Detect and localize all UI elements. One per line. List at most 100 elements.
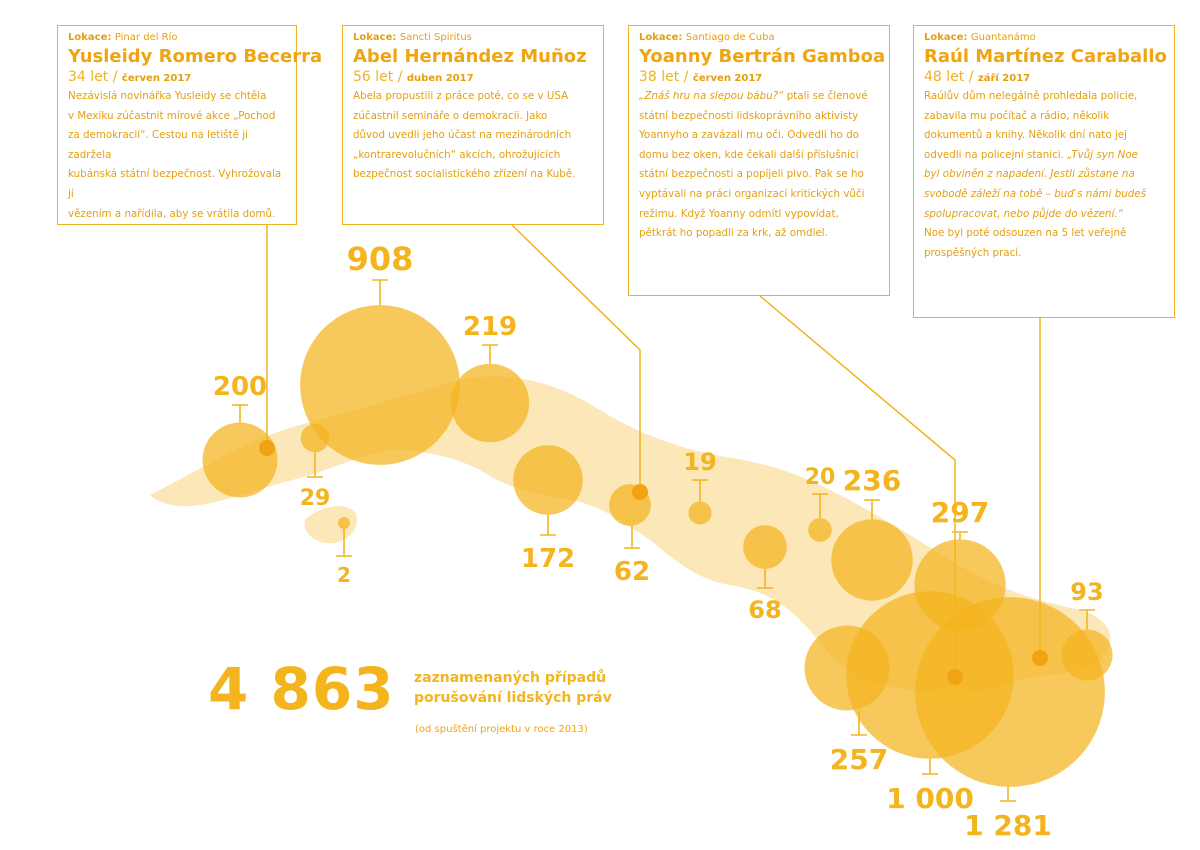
- story-line: „Znáš hru na slepou bábu?“ ptali se člen…: [639, 87, 877, 107]
- story-text: Raúlův dům nelegálně prohledala policie,…: [924, 87, 1162, 263]
- location-dot-pinar: [259, 440, 275, 456]
- bubble-value-label: 172: [521, 544, 575, 574]
- story-line: kubánská státní bezpečnost. Vyhrožovala …: [68, 168, 282, 200]
- bubble-layer: [202, 305, 1113, 787]
- story-line: dokumentů a knihy. Několik dní nato jej: [924, 129, 1127, 142]
- person-name: Raúl Martínez Caraballo: [924, 46, 1167, 67]
- bubble-value-label: 68: [748, 596, 781, 624]
- story-line: vězením a nařídila, aby se vrátila domů.: [68, 207, 276, 220]
- bubble-4: [450, 363, 530, 443]
- bubble-value-label: 19: [683, 448, 716, 476]
- bubble-tick-13: [922, 758, 938, 775]
- location-label: Lokace:: [924, 32, 968, 43]
- location-label: Lokace:: [353, 32, 397, 43]
- person-age: 34 let /: [68, 69, 118, 85]
- bubble-value-label: 20: [805, 465, 836, 490]
- story-line: státní bezpečnosti a popíjeli pivo. Pak …: [639, 168, 864, 181]
- total-cases-number: 4 863: [208, 655, 395, 723]
- story-line: Raúlův dům nelegálně prohledala policie,: [924, 90, 1138, 102]
- story-fragment: ptali se členové: [783, 90, 868, 102]
- bubble-8: [743, 525, 787, 569]
- bubble-tick-2: [336, 529, 352, 557]
- bubble-tick-0: [232, 404, 248, 423]
- bubble-7: [688, 501, 712, 525]
- location-dot-guantanamo: [1032, 650, 1048, 666]
- bubble-value-label: 219: [463, 312, 517, 342]
- total-cases-label: zaznamenaných případů porušování lidskýc…: [414, 668, 612, 708]
- bubble-tick-12: [851, 710, 867, 736]
- story-quote: spolupracovat, nebo půjde do vězení.“: [924, 207, 1123, 220]
- total-label-line: porušování lidských práv: [414, 690, 612, 706]
- person-name: Yusleidy Romero Becerra: [68, 46, 323, 67]
- story-line: „kontrarevolučních“ akcích, ohrožujících: [353, 148, 561, 161]
- story-line: režimu. Když Yoanny odmítl vypovídat,: [639, 207, 839, 220]
- bubble-value-label: 257: [830, 743, 888, 776]
- bubble-value-label: 2: [337, 563, 351, 587]
- story-line: domu bez oken, kde čekali další příslušn…: [639, 148, 859, 161]
- story-line: bezpečnost socialistického zřízení na Ku…: [353, 168, 576, 181]
- story-line: Noe byl poté odsouzen na 5 let veřejně: [924, 227, 1127, 240]
- location-value: Santiago de Cuba: [685, 32, 775, 43]
- location-label: Lokace:: [68, 32, 112, 43]
- bubble-2: [338, 517, 350, 529]
- bubble-value-label: 236: [843, 464, 901, 497]
- story-text: Nezávislá novinářka Yusleidy se chtěla v…: [68, 87, 284, 224]
- story-line: Nezávislá novinářka Yusleidy se chtěla: [68, 90, 267, 102]
- event-date: duben 2017: [406, 73, 474, 84]
- bubble-15: [1061, 629, 1113, 681]
- story-text: „Znáš hru na slepou bábu?“ ptali se člen…: [639, 87, 877, 244]
- story-line: spolupracovat, nebo půjde do vězení.“: [924, 205, 1162, 225]
- bubble-tick-3: [372, 279, 388, 306]
- location-dot-santiago: [947, 669, 963, 685]
- bubble-tick-8: [757, 568, 773, 589]
- story-line: odvedli na policejní stanici. „Tvůj syn …: [924, 146, 1162, 166]
- bubble-value-label: 1 000: [886, 782, 974, 815]
- location-value: Sancti Spiritus: [399, 32, 472, 43]
- story-line: zúčastnil semináře o demokracii. Jako: [353, 109, 548, 122]
- event-date: červen 2017: [121, 73, 192, 84]
- story-line: zabavila mu počítač a rádio, několik: [924, 109, 1110, 122]
- story-line: prospěšných prací.: [924, 246, 1022, 259]
- person-age: 56 let /: [353, 69, 403, 85]
- total-label-line: zaznamenaných případů: [414, 670, 607, 686]
- event-date: září 2017: [977, 73, 1031, 84]
- bubble-value-label: 200: [213, 372, 267, 402]
- story-card-guantanamo: Lokace: Guantanámo Raúl Martínez Carabal…: [913, 25, 1175, 318]
- story-line: za demokracii“. Cestou na letiště ji zad…: [68, 129, 248, 161]
- bubble-9: [808, 518, 832, 542]
- story-quote: byl obviněn z napadení. Jestli zůstane n…: [924, 168, 1135, 181]
- location-value: Guantanámo: [970, 32, 1036, 43]
- location-value: Pinar del Río: [114, 32, 178, 43]
- location-label: Lokace:: [639, 32, 683, 43]
- story-line: svobodě záleží na tobě – buď s námi bude…: [924, 185, 1162, 205]
- story-quote: „Znáš hru na slepou bábu?“: [639, 90, 784, 102]
- bubble-0: [202, 422, 278, 498]
- bubble-value-label: 1 281: [964, 809, 1052, 842]
- total-cases-note: (od spuštění projektu v roce 2013): [415, 724, 588, 735]
- bubble-tick-10: [864, 499, 880, 520]
- story-line: pětkrát ho popadli za krk, až omdlel.: [639, 227, 828, 240]
- bubble-tick-7: [692, 479, 708, 502]
- story-line: v Mexiku zúčastnit mírové akce „Pochod: [68, 109, 276, 122]
- story-line: státní bezpečnosti lidskoprávního aktivi…: [639, 109, 859, 122]
- location-dot-sancti: [632, 484, 648, 500]
- bubble-tick-9: [812, 493, 828, 519]
- bubble-value-label: 62: [614, 557, 650, 587]
- cuba-island: [150, 376, 1111, 695]
- bubble-tick-14: [1000, 786, 1016, 802]
- bubble-14: [915, 597, 1105, 787]
- story-fragment: odvedli na policejní stanici.: [924, 148, 1064, 161]
- story-line: byl obviněn z napadení. Jestli zůstane n…: [924, 165, 1162, 185]
- bubble-tick-11: [952, 531, 968, 540]
- bubble-value-label: 297: [931, 496, 989, 529]
- bubble-tick-15: [1079, 609, 1095, 630]
- story-card-sancti: Lokace: Sancti Spiritus Abel Hernández M…: [342, 25, 604, 225]
- bubble-tick-1: [307, 452, 323, 478]
- story-line: vyptávali na práci organizací kritických…: [639, 187, 865, 200]
- bubble-tick-6: [624, 525, 640, 549]
- story-card-santiago: Lokace: Santiago de Cuba Yoanny Bertrán …: [628, 25, 890, 296]
- connector-card-2: [511, 224, 641, 492]
- story-text: Abela propustili z práce poté, co se v U…: [353, 87, 591, 185]
